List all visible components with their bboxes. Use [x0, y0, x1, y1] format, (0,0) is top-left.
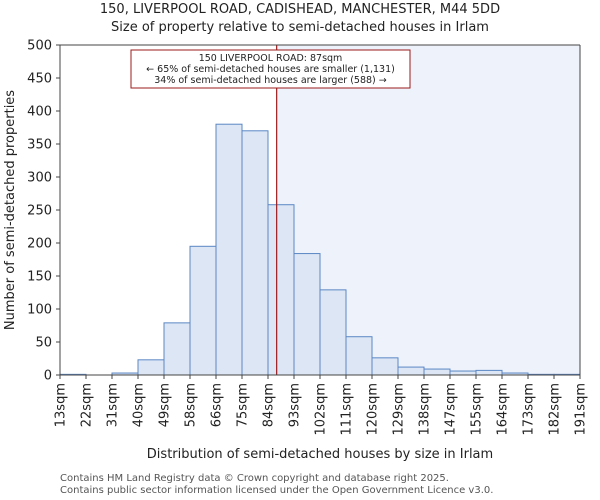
x-tick-label: 13sqm — [54, 383, 69, 427]
x-tick-label: 191sqm — [574, 383, 589, 436]
bar-84sqm — [267, 204, 295, 376]
y-tick-label: 350 — [27, 138, 52, 153]
x-tick-label: 93sqm — [288, 383, 303, 427]
y-tick-label: 200 — [27, 237, 52, 252]
y-tick-label: 100 — [27, 303, 52, 318]
annotation-line2: ← 65% of semi-detached houses are smalle… — [146, 64, 395, 75]
chart-title-line2: Size of property relative to semi-detach… — [111, 20, 489, 35]
bar-155sqm — [475, 369, 503, 376]
bar-129sqm — [397, 366, 425, 376]
annotation-line3: 34% of semi-detached houses are larger (… — [154, 75, 387, 86]
bar-111sqm — [345, 336, 373, 376]
y-tick-label: 0 — [44, 369, 52, 384]
x-tick-label: 120sqm — [366, 383, 381, 436]
x-tick-label: 66sqm — [210, 383, 225, 427]
bar-75sqm — [241, 130, 269, 376]
x-tick-label: 111sqm — [340, 383, 355, 436]
bar-138sqm — [423, 368, 451, 376]
bar-49sqm — [163, 322, 191, 376]
x-axis-label: Distribution of semi-detached houses by … — [147, 447, 493, 462]
x-tick-label: 147sqm — [444, 383, 459, 436]
bar-93sqm — [293, 253, 321, 376]
y-tick-label: 250 — [27, 204, 52, 219]
x-tick-label: 58sqm — [184, 383, 199, 427]
annotation-box — [130, 49, 411, 89]
footer-line1: Contains HM Land Registry data © Crown c… — [60, 473, 449, 484]
x-tick-label: 102sqm — [314, 383, 329, 436]
bar-147sqm — [449, 370, 477, 376]
bar-102sqm — [319, 289, 347, 376]
y-tick-label: 300 — [27, 171, 52, 186]
bar-66sqm — [215, 123, 243, 376]
y-tick-label: 400 — [27, 105, 52, 120]
x-tick-label: 138sqm — [418, 383, 433, 436]
footer-line2: Contains public sector information licen… — [60, 485, 494, 496]
x-tick-label: 129sqm — [392, 383, 407, 436]
x-tick-label: 75sqm — [236, 383, 251, 427]
annotation-line1: 150 LIVERPOOL ROAD: 87sqm — [199, 53, 343, 64]
y-axis-label: Number of semi-detached properties — [3, 90, 18, 330]
bar-120sqm — [371, 357, 399, 376]
y-tick-label: 450 — [27, 72, 52, 87]
bar-58sqm — [189, 245, 217, 376]
y-tick-label: 150 — [27, 270, 52, 285]
x-tick-label: 31sqm — [106, 383, 121, 427]
bar-40sqm — [137, 359, 165, 376]
x-tick-label: 173sqm — [522, 383, 537, 436]
x-tick-label: 155sqm — [470, 383, 485, 436]
y-tick-label: 500 — [27, 39, 52, 54]
y-tick-label: 50 — [35, 336, 52, 351]
x-tick-label: 40sqm — [132, 383, 147, 427]
x-tick-label: 164sqm — [496, 383, 511, 436]
x-tick-label: 22sqm — [80, 383, 95, 427]
x-tick-label: 49sqm — [158, 383, 173, 427]
chart-title-line1: 150, LIVERPOOL ROAD, CADISHEAD, MANCHEST… — [99, 2, 501, 17]
x-tick-label: 182sqm — [548, 383, 563, 436]
x-tick-label: 84sqm — [262, 383, 277, 427]
